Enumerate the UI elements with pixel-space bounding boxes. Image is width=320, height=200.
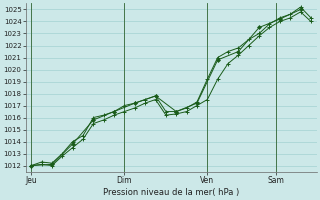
X-axis label: Pression niveau de la mer( hPa ): Pression niveau de la mer( hPa ) — [103, 188, 239, 197]
